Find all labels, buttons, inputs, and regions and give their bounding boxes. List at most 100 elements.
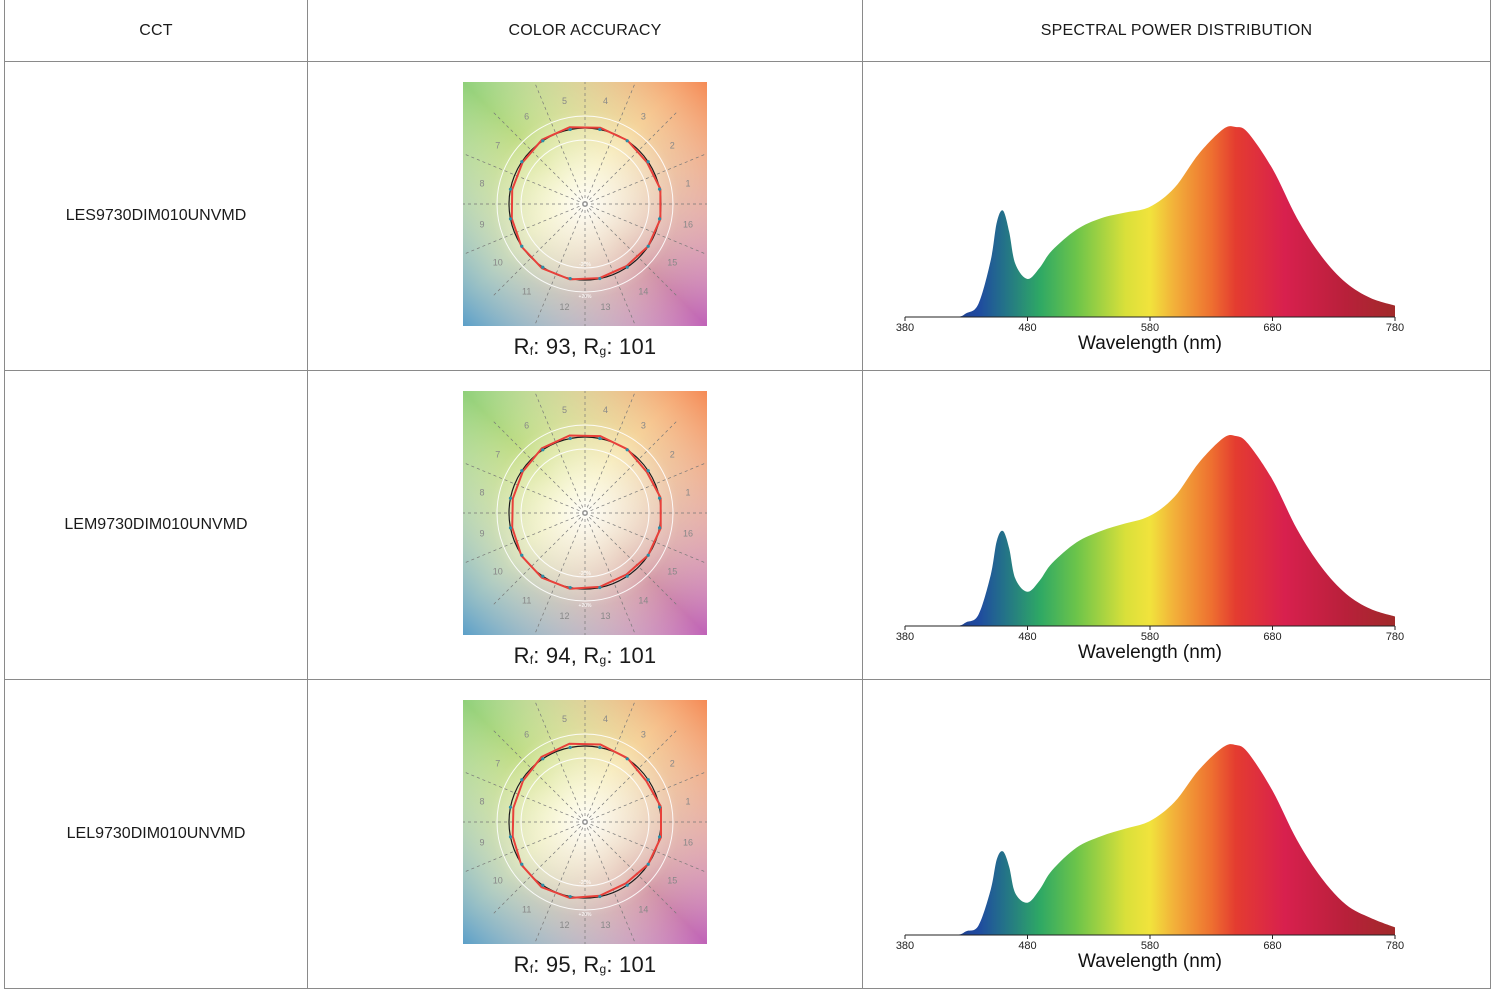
hue-shift-arrow [541, 883, 545, 887]
x-tick-label: 780 [1386, 940, 1404, 952]
x-tick-label: 480 [1018, 631, 1036, 643]
header-cct: CCT [4, 0, 308, 62]
hue-shift-arrow [657, 805, 662, 809]
hue-shift-arrow [568, 436, 572, 440]
hue-spoke [464, 153, 586, 204]
rg-value: 101 [619, 951, 657, 977]
hue-bin-label: 2 [670, 140, 675, 150]
hue-bin-label: 14 [638, 595, 648, 605]
hue-spoke [492, 203, 586, 296]
hue-shift-arrow [598, 894, 602, 898]
hue-bin-label: 1 [685, 487, 690, 497]
hue-bin-label: 6 [524, 729, 529, 739]
hue-spoke [534, 821, 586, 942]
hue-bin-label: 11 [522, 595, 531, 605]
header-color-accuracy: COLOR ACCURACY [307, 0, 863, 62]
ring-label: -20% [579, 571, 591, 577]
color-accuracy-cell: 1 2 3 4 5 6 7 8 9 10 11 12 13 14 15 16 -20% +20% Rf: 93, … [307, 61, 863, 371]
x-tick-label: 680 [1263, 940, 1281, 952]
hue-bin-label: 11 [522, 904, 531, 914]
rg-label: R [583, 333, 600, 359]
x-tick-label: 480 [1018, 940, 1036, 952]
hue-spoke [464, 203, 586, 254]
hue-shift-arrow [598, 585, 602, 589]
hue-shift-arrow [541, 265, 545, 269]
x-tick-label: 580 [1141, 322, 1159, 334]
hue-spoke [584, 821, 706, 872]
hue-spoke [584, 512, 706, 563]
hue-spoke [584, 203, 706, 254]
x-tick-label: 380 [896, 631, 914, 643]
hue-bin-label: 7 [495, 140, 500, 150]
fidelity-caption: Rf: 93, Rg: 101 [308, 334, 862, 360]
hue-shift-arrow [520, 244, 524, 248]
fidelity-caption: Rf: 95, Rg: 101 [308, 952, 862, 978]
hue-bin-label: 2 [670, 758, 675, 768]
hue-bin-label: 11 [522, 286, 531, 296]
hue-shift-arrow [657, 525, 662, 529]
x-tick-label: 680 [1263, 631, 1281, 643]
hue-bin-label: 15 [667, 566, 677, 576]
hue-shift-arrow [646, 862, 650, 866]
color-accuracy-cell: 1 2 3 4 5 6 7 8 9 10 11 12 13 14 15 16 -20% +20% Rf: 94, … [307, 370, 863, 680]
rg-colon: : [606, 333, 620, 359]
rf-label: R [513, 333, 530, 359]
spd-chart: 380 480 580 680 780 Wavelength (nm) [896, 434, 1404, 663]
hue-spoke [464, 821, 586, 872]
rg-sub: g [599, 961, 607, 976]
hue-bin-label: 10 [493, 257, 503, 267]
hue-bin-label: 4 [603, 714, 608, 724]
hue-shift-arrow [568, 276, 572, 280]
hue-bin-label: 15 [667, 257, 677, 267]
rf-sub: f [529, 652, 534, 667]
test-source-line [511, 742, 662, 899]
hue-shift-arrow [646, 777, 650, 781]
hue-bin-label: 1 [685, 178, 690, 188]
x-tick-label: 580 [1141, 631, 1159, 643]
rf-colon: : [533, 642, 546, 668]
rg-value: 101 [619, 642, 657, 668]
rg-label: R [583, 642, 600, 668]
hue-shift-arrow [508, 525, 513, 529]
hue-spoke [584, 512, 636, 633]
caption-separator: , [570, 333, 584, 359]
hue-shift-arrow [541, 138, 545, 142]
hue-shift-arrow [598, 127, 602, 131]
hue-shift-arrow [520, 468, 524, 472]
hue-spoke [584, 153, 706, 204]
hue-shift-arrow [520, 553, 524, 557]
rg-colon: : [606, 951, 620, 977]
hue-bin-label: 1 [685, 796, 690, 806]
hue-spoke [584, 83, 636, 204]
hue-spoke [584, 771, 706, 822]
hue-shift-arrow [541, 574, 545, 578]
rg-sub: g [599, 652, 607, 667]
hue-shift-arrow [625, 447, 629, 451]
hue-bin-label: 8 [480, 178, 485, 188]
hue-spoke [584, 203, 636, 324]
rg-colon: : [606, 642, 620, 668]
hue-shift-arrow [520, 777, 524, 781]
hue-spoke [534, 512, 586, 633]
hue-shift-arrow [646, 468, 650, 472]
product-row: LEL9730DIM010UNVMD 1 2 3 4 5 6 7 8 9 10 11 12 13 14 15… [4, 679, 1491, 989]
rf-colon: : [533, 333, 546, 359]
hue-bin-label: 6 [524, 420, 529, 430]
x-tick-label: 680 [1263, 322, 1281, 334]
fidelity-caption: Rf: 94, Rg: 101 [308, 643, 862, 669]
hue-bin-label: 8 [480, 796, 485, 806]
hue-bin-label: 7 [495, 449, 500, 459]
ring-label: -20% [579, 262, 591, 268]
ring-label: +20% [579, 603, 592, 609]
rf-sub: f [529, 961, 534, 976]
hue-shift-arrow [598, 436, 602, 440]
x-tick-label: 480 [1018, 322, 1036, 334]
hue-spoke [584, 203, 678, 296]
ring-label: +20% [579, 912, 592, 918]
hue-spoke [534, 701, 586, 822]
rf-label: R [513, 951, 530, 977]
hue-bin-label: 14 [638, 286, 648, 296]
hue-bin-label: 3 [641, 729, 646, 739]
hue-bin-label: 13 [600, 919, 610, 929]
hue-shift-arrow [646, 244, 650, 248]
